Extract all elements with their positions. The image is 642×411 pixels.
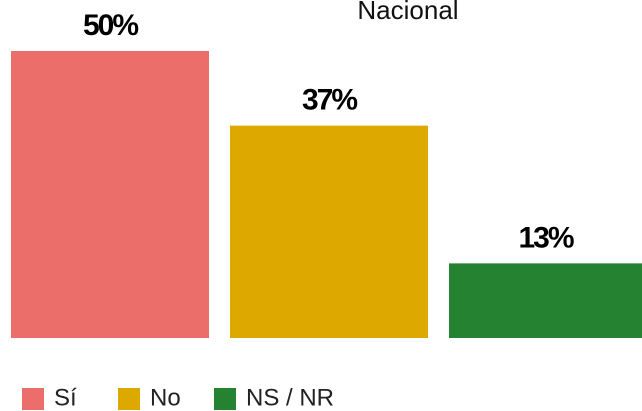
data-label: 13% (518, 221, 573, 254)
data-label: 50% (83, 9, 138, 42)
legend-swatch (118, 388, 140, 410)
bar (11, 51, 209, 338)
legend-swatch (22, 388, 44, 410)
bar (449, 263, 642, 338)
bar (230, 125, 428, 339)
data-label: 37% (302, 84, 357, 117)
chart-title: Nacional (357, 0, 458, 25)
legend-label: Sí (54, 384, 77, 411)
legend-label: NS / NR (246, 384, 334, 411)
legend-label: No (150, 384, 181, 411)
legend-swatch (214, 388, 236, 410)
